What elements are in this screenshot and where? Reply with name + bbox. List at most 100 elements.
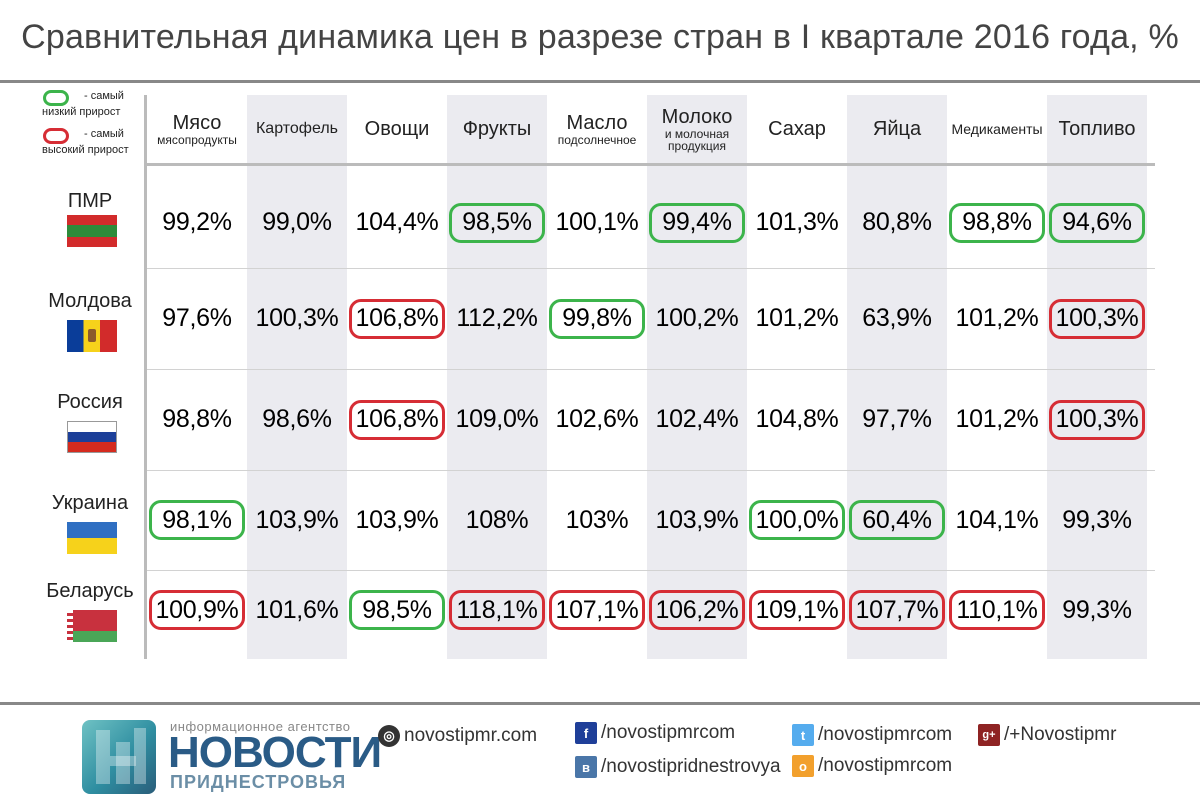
legend-item-high: - самый высокий прирост bbox=[40, 126, 140, 164]
row-divider bbox=[147, 369, 1155, 370]
table-cell: 101,2% bbox=[955, 304, 1039, 332]
column-shade bbox=[247, 95, 347, 659]
table-left-border bbox=[144, 95, 147, 659]
column-header-label: Мясо bbox=[172, 111, 222, 134]
column-header-label: Топливо bbox=[1058, 118, 1136, 140]
column-header: Яйца bbox=[847, 95, 947, 163]
column-header-sublabel: мясопродукты bbox=[157, 132, 237, 147]
column-shade bbox=[847, 95, 947, 659]
link-twitter[interactable]: t /novostipmrcom bbox=[792, 724, 952, 746]
belarus-ornament-icon bbox=[67, 610, 73, 642]
link-odnoklassniki-text: /novostipmrcom bbox=[818, 755, 953, 776]
table-cell: 60,4% bbox=[849, 500, 945, 540]
table-cell: 103% bbox=[565, 505, 629, 534]
column-header-label: Яйца bbox=[872, 118, 922, 140]
legend-low-text-1: - самый bbox=[84, 90, 124, 102]
table-cell: 103,9% bbox=[255, 505, 339, 534]
table-cell: 108% bbox=[465, 505, 529, 534]
moldova-emblem-icon bbox=[88, 329, 96, 342]
table-cell: 99,0% bbox=[262, 208, 332, 236]
country-name: Россия bbox=[57, 391, 123, 413]
column-header: Молоко и молочная продукция bbox=[647, 95, 747, 163]
bottom-divider bbox=[0, 702, 1200, 705]
column-header: Картофель bbox=[247, 95, 347, 163]
pmr-flag-icon bbox=[67, 215, 117, 247]
legend-low-swatch bbox=[43, 90, 69, 106]
legend-high-text-2: высокий прирост bbox=[42, 144, 129, 156]
table-cell: 98,5% bbox=[349, 590, 445, 630]
legend-low-text-2: низкий прирост bbox=[42, 106, 121, 118]
table-cell: 99,8% bbox=[549, 298, 645, 339]
column-header: Мясо мясопродукты bbox=[147, 95, 247, 163]
table-cell: 106,2% bbox=[649, 590, 745, 630]
table-cell: 100,3% bbox=[1049, 298, 1145, 339]
table-cell: 98,1% bbox=[149, 500, 245, 540]
odnoklassniki-icon: о bbox=[792, 755, 814, 777]
link-website[interactable]: ◎ novostipmr.com bbox=[378, 725, 537, 747]
column-header-label: Овощи bbox=[364, 118, 430, 140]
column-shade bbox=[647, 95, 747, 659]
column-shade bbox=[447, 95, 547, 659]
link-google-plus[interactable]: g+ /+Novostipmr bbox=[978, 724, 1116, 746]
column-header: Масло подсолнечное bbox=[547, 95, 647, 163]
legend-high-text-1: - самый bbox=[84, 128, 124, 140]
column-header-sublabel: и молочная продукция bbox=[664, 126, 730, 153]
table-cell: 100,1% bbox=[555, 208, 639, 236]
vk-icon: в bbox=[575, 756, 597, 778]
table-cell: 112,2% bbox=[456, 304, 538, 332]
web-icon: ◎ bbox=[378, 725, 400, 747]
table-cell: 100,0% bbox=[749, 500, 845, 540]
country-name: Молдова bbox=[48, 290, 132, 312]
table-cell: 98,8% bbox=[949, 202, 1045, 243]
table-cell: 106,8% bbox=[349, 298, 445, 339]
russia-flag-icon bbox=[67, 421, 117, 453]
table-cell: 107,1% bbox=[549, 590, 645, 630]
link-twitter-text: /novostipmrcom bbox=[818, 724, 953, 745]
link-facebook[interactable]: f /novostipmrcom bbox=[575, 722, 735, 744]
legend-high-swatch bbox=[43, 128, 69, 144]
table-cell: 104,4% bbox=[355, 208, 439, 236]
brand-tagline: информационное агентство bbox=[170, 719, 351, 734]
row-divider bbox=[147, 570, 1155, 571]
table-cell: 98,6% bbox=[262, 405, 332, 433]
ukraine-flag-icon bbox=[67, 522, 117, 554]
table-cell: 107,7% bbox=[849, 590, 945, 630]
column-header: Медикаменты bbox=[947, 95, 1047, 163]
table-cell: 101,6% bbox=[255, 595, 339, 624]
belarus-flag-icon bbox=[67, 610, 117, 642]
table-cell: 63,9% bbox=[862, 304, 932, 332]
link-facebook-text: /novostipmrcom bbox=[601, 722, 736, 743]
country-name: Украина bbox=[51, 492, 129, 514]
table-cell: 103,9% bbox=[655, 505, 739, 534]
country-name: Беларусь bbox=[46, 580, 134, 602]
table-cell: 100,3% bbox=[255, 304, 339, 332]
table-cell: 104,8% bbox=[755, 405, 839, 433]
country-name: ПМР bbox=[67, 190, 113, 212]
agency-logo-icon bbox=[82, 720, 156, 794]
link-vk-text: /novostipridnestrovya bbox=[601, 756, 781, 777]
column-header-label: Сахар bbox=[768, 118, 826, 140]
table-cell: 102,6% bbox=[555, 405, 639, 433]
link-odnoklassniki[interactable]: о /novostipmrcom bbox=[792, 755, 952, 777]
table-cell: 110,1% bbox=[949, 590, 1045, 630]
table-cell: 104,1% bbox=[955, 505, 1039, 534]
table-cell: 100,3% bbox=[1049, 399, 1145, 440]
table-cell: 101,2% bbox=[755, 304, 839, 332]
brand-name: НОВОСТИ bbox=[168, 728, 382, 777]
column-header-label: Фрукты bbox=[462, 118, 532, 140]
link-google-plus-text: /+Novostipmr bbox=[1004, 724, 1117, 745]
chart-title: Сравнительная динамика цен в разрезе стр… bbox=[21, 18, 1179, 56]
link-vk[interactable]: в /novostipridnestrovya bbox=[575, 756, 781, 778]
table-cell: 98,5% bbox=[449, 202, 545, 243]
column-header: Фрукты bbox=[447, 95, 547, 163]
table-cell: 109,0% bbox=[455, 405, 539, 433]
column-header-label: Медикаменты bbox=[951, 121, 1043, 137]
column-header-label: Молоко bbox=[661, 105, 733, 128]
link-website-text: novostipmr.com bbox=[404, 725, 538, 746]
column-header: Топливо bbox=[1047, 95, 1147, 163]
table-cell: 99,4% bbox=[649, 202, 745, 243]
google-plus-icon: g+ bbox=[978, 724, 1000, 746]
column-header: Сахар bbox=[747, 95, 847, 163]
row-divider bbox=[147, 470, 1155, 471]
table-cell: 100,9% bbox=[149, 590, 245, 630]
